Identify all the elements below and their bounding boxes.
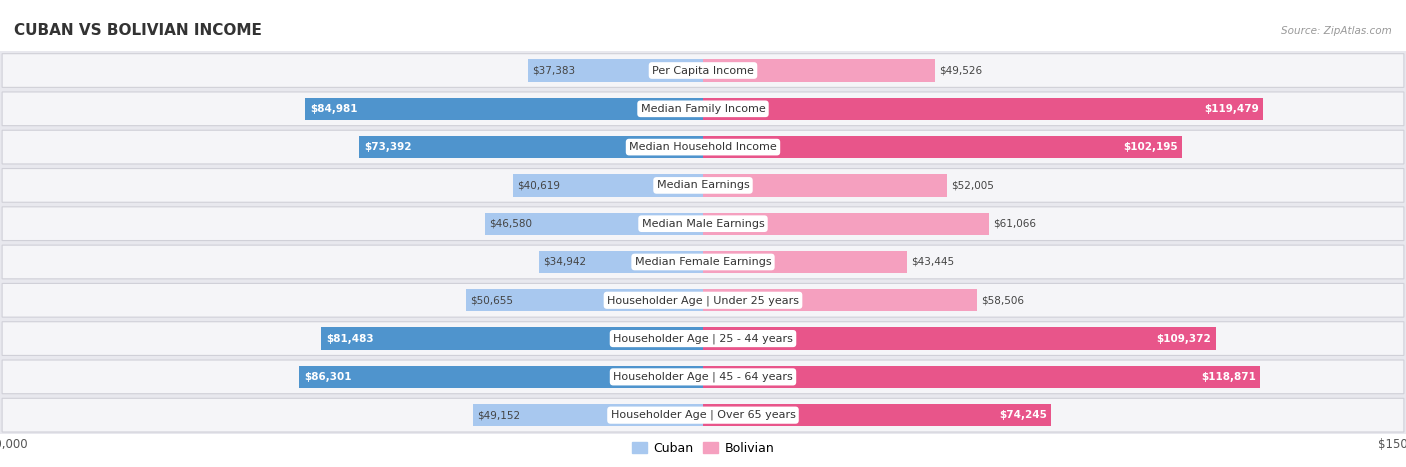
Text: $61,066: $61,066 xyxy=(994,219,1036,229)
Text: Householder Age | 25 - 44 years: Householder Age | 25 - 44 years xyxy=(613,333,793,344)
Text: Median Earnings: Median Earnings xyxy=(657,180,749,191)
Text: $49,526: $49,526 xyxy=(939,65,983,76)
Bar xyxy=(527,59,703,82)
FancyBboxPatch shape xyxy=(3,54,1403,87)
FancyBboxPatch shape xyxy=(3,169,1403,202)
Bar xyxy=(485,212,703,235)
FancyBboxPatch shape xyxy=(3,245,1403,279)
Text: $86,301: $86,301 xyxy=(304,372,352,382)
Text: Householder Age | Over 65 years: Householder Age | Over 65 years xyxy=(610,410,796,420)
Bar xyxy=(703,366,1260,388)
Text: $84,981: $84,981 xyxy=(311,104,359,114)
Bar xyxy=(298,366,703,388)
Bar xyxy=(703,289,977,311)
Text: $118,871: $118,871 xyxy=(1201,372,1256,382)
Text: Median Household Income: Median Household Income xyxy=(628,142,778,152)
FancyBboxPatch shape xyxy=(3,92,1403,126)
FancyBboxPatch shape xyxy=(3,398,1403,432)
Text: $43,445: $43,445 xyxy=(911,257,953,267)
Text: Median Female Earnings: Median Female Earnings xyxy=(634,257,772,267)
Bar xyxy=(703,212,990,235)
Text: $34,942: $34,942 xyxy=(544,257,586,267)
FancyBboxPatch shape xyxy=(3,207,1403,241)
Bar xyxy=(703,174,946,197)
Bar xyxy=(540,251,703,273)
Bar xyxy=(703,136,1182,158)
Bar xyxy=(305,98,703,120)
Text: Median Male Earnings: Median Male Earnings xyxy=(641,219,765,229)
Bar xyxy=(703,251,907,273)
FancyBboxPatch shape xyxy=(3,283,1403,317)
Text: $52,005: $52,005 xyxy=(950,180,994,191)
Text: $109,372: $109,372 xyxy=(1157,333,1212,344)
FancyBboxPatch shape xyxy=(3,130,1403,164)
Text: Source: ZipAtlas.com: Source: ZipAtlas.com xyxy=(1281,26,1392,36)
Text: $73,392: $73,392 xyxy=(364,142,412,152)
Text: CUBAN VS BOLIVIAN INCOME: CUBAN VS BOLIVIAN INCOME xyxy=(14,23,262,38)
Text: Householder Age | 45 - 64 years: Householder Age | 45 - 64 years xyxy=(613,372,793,382)
Bar xyxy=(703,327,1216,350)
Legend: Cuban, Bolivian: Cuban, Bolivian xyxy=(627,437,779,460)
Text: $74,245: $74,245 xyxy=(998,410,1046,420)
Bar xyxy=(321,327,703,350)
Text: $119,479: $119,479 xyxy=(1204,104,1258,114)
Text: $50,655: $50,655 xyxy=(470,295,513,305)
Text: Householder Age | Under 25 years: Householder Age | Under 25 years xyxy=(607,295,799,305)
Text: $49,152: $49,152 xyxy=(477,410,520,420)
FancyBboxPatch shape xyxy=(3,360,1403,394)
Text: $102,195: $102,195 xyxy=(1123,142,1178,152)
Text: $40,619: $40,619 xyxy=(517,180,560,191)
Text: Per Capita Income: Per Capita Income xyxy=(652,65,754,76)
Bar xyxy=(703,98,1263,120)
Bar xyxy=(513,174,703,197)
Bar xyxy=(465,289,703,311)
Bar xyxy=(703,404,1050,426)
Text: $46,580: $46,580 xyxy=(489,219,531,229)
Text: $58,506: $58,506 xyxy=(981,295,1025,305)
Bar xyxy=(359,136,703,158)
Bar xyxy=(472,404,703,426)
Text: Median Family Income: Median Family Income xyxy=(641,104,765,114)
Bar xyxy=(703,59,935,82)
FancyBboxPatch shape xyxy=(3,322,1403,355)
Text: $37,383: $37,383 xyxy=(531,65,575,76)
Text: $81,483: $81,483 xyxy=(326,333,374,344)
